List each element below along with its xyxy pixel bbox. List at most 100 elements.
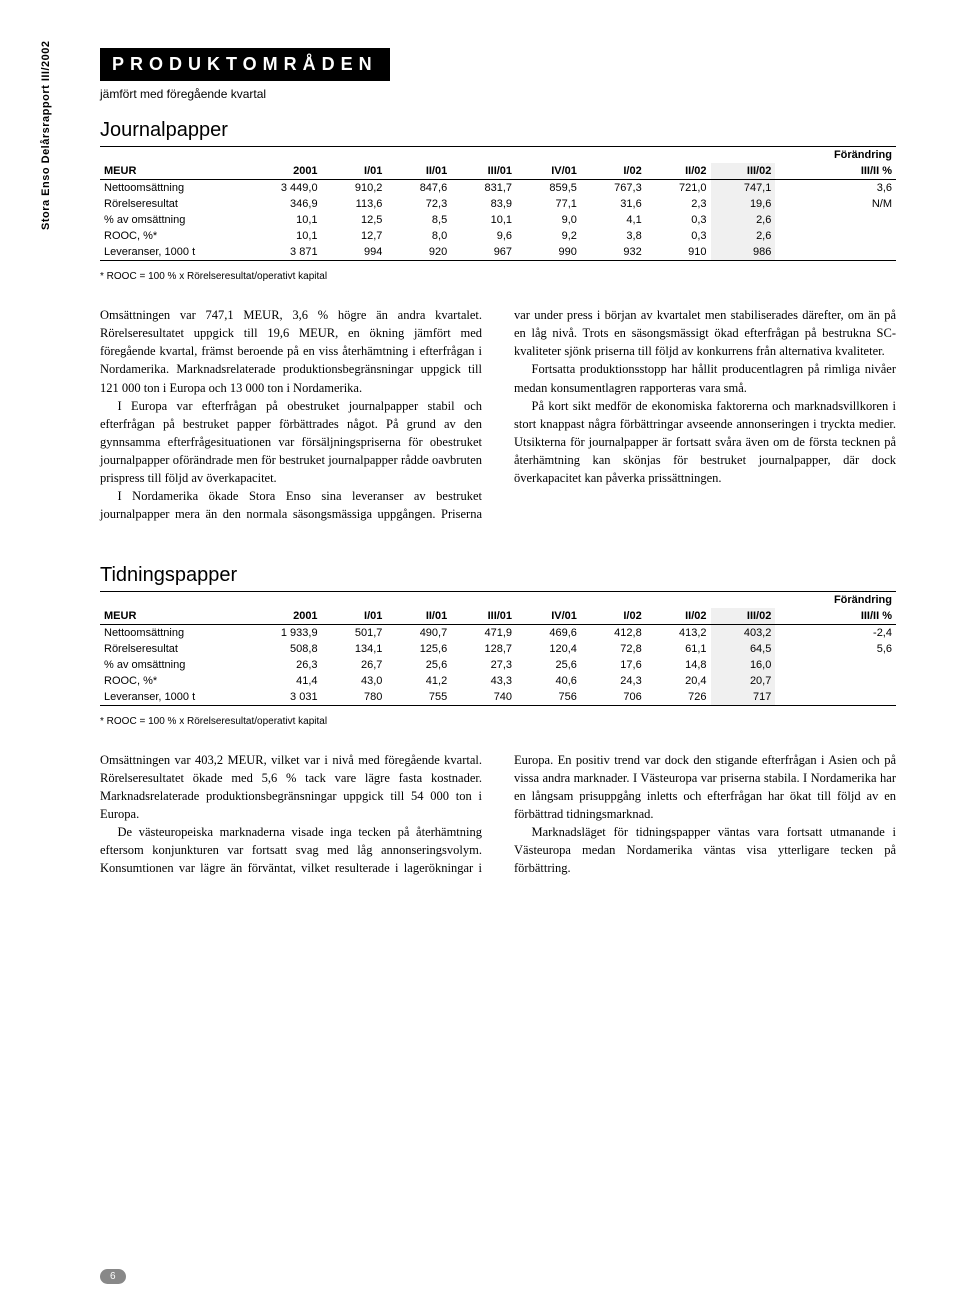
column-header: III/02 [711,163,776,180]
table-cell [775,673,896,689]
table-cell: 77,1 [516,196,581,212]
table-cell: 767,3 [581,180,646,197]
table-cell: 16,0 [711,657,776,673]
page: Stora Enso Delårsrapport III/2002 PRODUK… [0,0,960,1308]
table-cell: 3,8 [581,228,646,244]
body-paragraph: Marknadsläget för tidningspapper väntas … [514,823,896,877]
column-header: II/02 [646,163,711,180]
table-cell: 26,7 [322,657,387,673]
change-label: Förändring [775,591,896,608]
table-cell: 994 [322,244,387,261]
table-cell: 20,4 [646,673,711,689]
page-number: 6 [100,1269,126,1284]
table-cell [775,244,896,261]
table-cell: 2,6 [711,228,776,244]
table-cell: 706 [581,689,646,706]
table-cell: 10,1 [240,212,322,228]
table-cell: 967 [451,244,516,261]
table-cell: 43,3 [451,673,516,689]
table-cell: 910 [646,244,711,261]
column-header: I/01 [322,608,387,625]
table-cell: 41,2 [386,673,451,689]
table-cell: 471,9 [451,624,516,641]
table-cell: 726 [646,689,711,706]
table-cell: 31,6 [581,196,646,212]
body-paragraph: Fortsatta produktionsstopp har hållit pr… [514,360,896,396]
table-cell: 986 [711,244,776,261]
table-cell: 932 [581,244,646,261]
table-cell: -2,4 [775,624,896,641]
table-cell: 72,8 [581,641,646,657]
table-cell: 910,2 [322,180,387,197]
tidningspapper-footnote: * ROOC = 100 % x Rörelseresultat/operati… [100,716,896,727]
table-cell: 12,7 [322,228,387,244]
table-cell: 128,7 [451,641,516,657]
table-cell: 1 933,9 [240,624,322,641]
table-cell: 24,3 [581,673,646,689]
table-cell: Nettoomsättning [100,624,240,641]
table-cell: 4,1 [581,212,646,228]
table-cell: 64,5 [711,641,776,657]
table-cell: Nettoomsättning [100,180,240,197]
table-cell [775,228,896,244]
table-cell: 413,2 [646,624,711,641]
column-header: MEUR [100,608,240,625]
table-cell: 25,6 [516,657,581,673]
table-cell: 403,2 [711,624,776,641]
column-header: III/02 [711,608,776,625]
table-cell: 8,0 [386,228,451,244]
table-cell: 847,6 [386,180,451,197]
table-cell: 113,6 [322,196,387,212]
table-cell: 19,6 [711,196,776,212]
table-cell: 12,5 [322,212,387,228]
table-cell: 9,6 [451,228,516,244]
table-cell: 346,9 [240,196,322,212]
table-cell: 40,6 [516,673,581,689]
column-header: I/02 [581,608,646,625]
table-cell: 3 871 [240,244,322,261]
column-header: II/01 [386,608,451,625]
table-cell: 2,6 [711,212,776,228]
table-cell: 756 [516,689,581,706]
table-cell: 780 [322,689,387,706]
tidningspapper-title: Tidningspapper [100,564,896,587]
body-paragraph: På kort sikt medför de ekonomiska faktor… [514,397,896,488]
tidningspapper-block: Tidningspapper FörändringMEUR2001I/01II/… [100,564,896,878]
column-header: III/01 [451,163,516,180]
table-cell: 2,3 [646,196,711,212]
column-header: 2001 [240,163,322,180]
body-paragraph: Omsättningen var 747,1 MEUR, 3,6 % högre… [100,306,482,397]
table-cell: 920 [386,244,451,261]
table-cell: 25,6 [386,657,451,673]
column-header: I/01 [322,163,387,180]
column-header: II/02 [646,608,711,625]
table-cell [775,657,896,673]
table-cell: Leveranser, 1000 t [100,244,240,261]
table-cell: 5,6 [775,641,896,657]
table-cell: 41,4 [240,673,322,689]
column-header: IV/01 [516,163,581,180]
table-cell: Leveranser, 1000 t [100,689,240,706]
journalpapper-title: Journalpapper [100,119,896,142]
table-cell: % av omsättning [100,657,240,673]
table-cell: Rörelseresultat [100,196,240,212]
table-cell: 3,6 [775,180,896,197]
table-cell: % av omsättning [100,212,240,228]
column-header: IV/01 [516,608,581,625]
table-cell: 20,7 [711,673,776,689]
table-cell [775,689,896,706]
table-cell: 508,8 [240,641,322,657]
journalpapper-block: Journalpapper FörändringMEUR2001I/01II/0… [100,119,896,524]
column-header: III/II % [775,163,896,180]
sidebar-report-label: Stora Enso Delårsrapport III/2002 [40,40,52,230]
table-cell: 740 [451,689,516,706]
table-cell: 10,1 [451,212,516,228]
table-cell: 72,3 [386,196,451,212]
table-cell: 831,7 [451,180,516,197]
journalpapper-table: FörändringMEUR2001I/01II/01III/01IV/01I/… [100,146,896,261]
table-cell: 8,5 [386,212,451,228]
tidningspapper-table: FörändringMEUR2001I/01II/01III/01IV/01I/… [100,591,896,706]
table-cell: 61,1 [646,641,711,657]
table-cell: ROOC, %* [100,673,240,689]
table-cell: 120,4 [516,641,581,657]
